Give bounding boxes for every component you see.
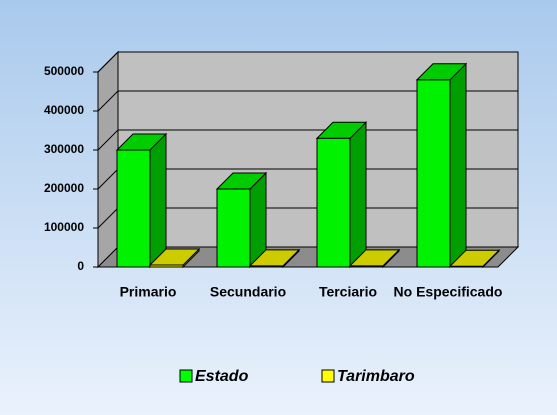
grid-line	[97, 129, 119, 151]
grid-line	[97, 168, 119, 190]
bar-top	[215, 172, 268, 190]
bar	[248, 248, 301, 269]
y-tick-label: 200000	[44, 181, 84, 195]
legend-swatch	[179, 369, 193, 383]
bar	[415, 62, 468, 269]
bar	[148, 247, 201, 269]
y-tick-label: 0	[77, 259, 84, 273]
bar-front	[316, 137, 351, 268]
bar-side	[349, 121, 367, 269]
bar	[348, 248, 401, 269]
bar	[448, 249, 501, 269]
bar-side	[449, 62, 467, 269]
x-tick-label: Secundario	[210, 284, 286, 300]
grid-line	[97, 51, 119, 73]
grid-line	[97, 207, 119, 229]
bar-front	[416, 79, 451, 268]
bar-top	[448, 249, 501, 267]
bar-top	[115, 133, 168, 151]
bar-front	[116, 149, 151, 268]
bar	[115, 132, 168, 269]
x-tick-label: Primario	[120, 284, 177, 300]
bar	[315, 121, 368, 269]
y-tick-label: 400000	[44, 103, 84, 117]
y-tick-label: 300000	[44, 142, 84, 156]
y-tick-label: 500000	[44, 64, 84, 78]
y-tick-label: 100000	[44, 220, 84, 234]
bar	[215, 171, 268, 269]
legend-label: Estado	[195, 368, 249, 385]
x-tick-label: No Especificado	[394, 284, 503, 300]
legend-swatch	[321, 369, 335, 383]
bar-side	[149, 132, 167, 269]
legend-label: Tarimbaro	[337, 368, 415, 385]
bar-front	[216, 188, 251, 268]
grid-line	[97, 90, 119, 112]
side-wall	[97, 50, 119, 269]
bar-top	[415, 63, 468, 81]
bar-top	[315, 121, 368, 139]
bar-top	[348, 249, 401, 267]
bar-top	[248, 249, 301, 267]
x-tick-label: Terciario	[319, 284, 377, 300]
bar-top	[148, 248, 201, 266]
